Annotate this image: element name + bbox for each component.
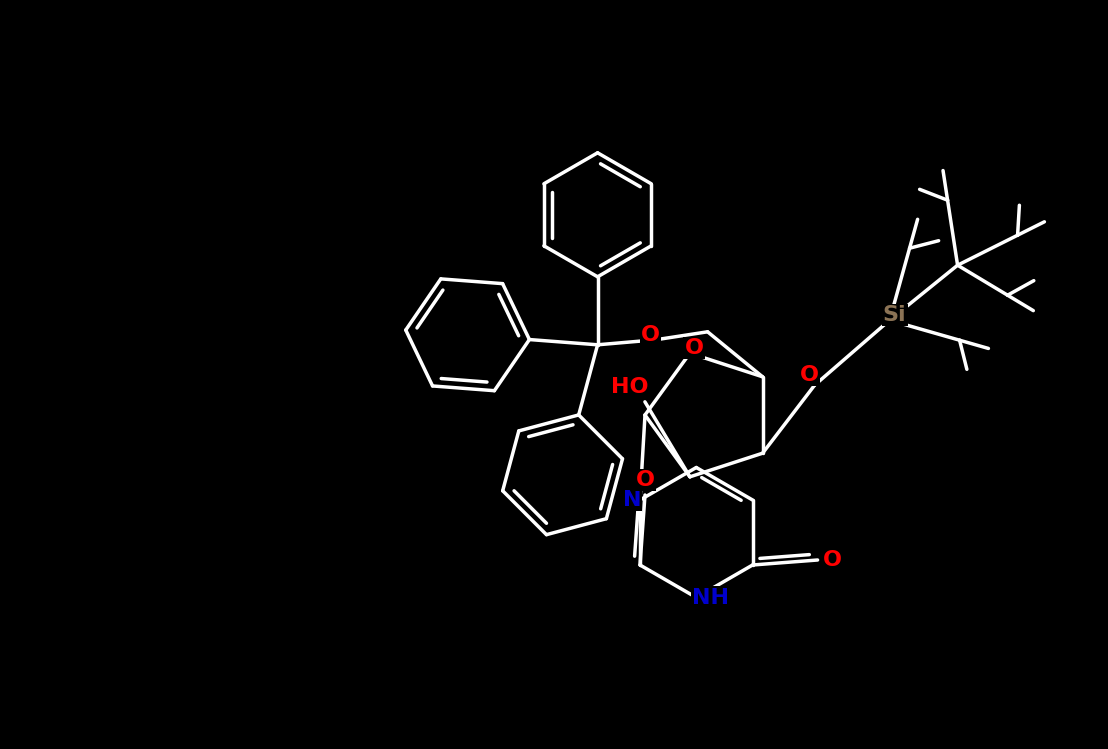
Text: N: N [623, 490, 642, 510]
Text: NH: NH [691, 587, 729, 607]
Text: O: O [823, 550, 842, 570]
Text: O: O [685, 339, 704, 358]
Text: O: O [800, 366, 819, 385]
Text: Si: Si [883, 305, 906, 325]
Text: O: O [636, 470, 655, 490]
Text: HO: HO [612, 377, 648, 397]
Text: O: O [642, 325, 660, 345]
